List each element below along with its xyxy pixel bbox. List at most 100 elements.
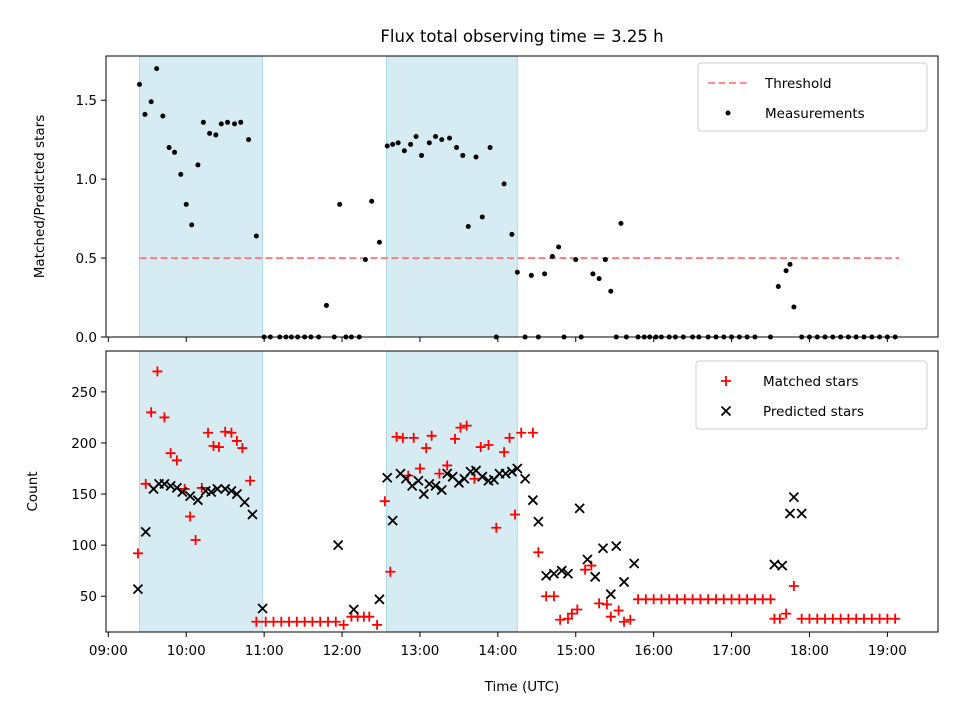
top-axes-frame — [105, 55, 939, 338]
bottom-predicted-stars-point — [177, 486, 188, 498]
bottom-matched-stars-point — [231, 435, 242, 446]
bottom-predicted-stars-point — [574, 503, 585, 514]
bottom-predicted-stars-point — [512, 463, 523, 474]
bottom-predicted-stars-point — [477, 471, 488, 482]
bottom-matched-stars-point — [890, 613, 901, 624]
top-measurements-point — [337, 201, 343, 207]
bottom-predicted-stars-point — [556, 565, 567, 576]
legend-label: Matched stars — [763, 374, 859, 390]
top-measurements-point — [160, 113, 166, 119]
bottom-predicted-stars-point — [192, 495, 204, 506]
top-measurements-point — [195, 162, 201, 168]
bottom-predicted-stars-point — [247, 509, 258, 520]
bottom-matched-stars-point — [140, 478, 151, 489]
bottom-predicted-stars-point — [784, 508, 796, 519]
top-measurements-point — [166, 145, 172, 151]
bottom-y-axis-label: Count — [25, 471, 41, 511]
bottom-matched-stars-point — [504, 432, 515, 443]
bottom-matched-stars-point — [572, 604, 583, 615]
bottom-predicted-stars-point — [231, 488, 243, 500]
bottom-matched-stars-point — [213, 442, 224, 453]
top-measurements-point — [246, 137, 252, 143]
bottom-matched-stars-point — [208, 441, 219, 452]
top-measurements-point — [791, 304, 797, 310]
x-tick-label: 11:00 — [245, 643, 284, 659]
bottom-matched-stars-point — [220, 426, 231, 437]
bottom-matched-stars-point — [226, 427, 237, 438]
top-measurements-point — [608, 288, 614, 294]
top-measurements-point — [232, 121, 238, 127]
bottom-predicted-stars-point — [436, 484, 447, 496]
x-tick-label: 14:00 — [478, 643, 517, 659]
bottom-predicted-stars-point — [541, 570, 552, 581]
bottom-predicted-stars-point — [527, 495, 539, 506]
bottom-predicted-stars-point — [442, 468, 453, 479]
top-measurements-point — [542, 271, 548, 277]
bottom-predicted-stars-point — [796, 508, 807, 519]
bottom-matched-stars-point — [555, 614, 566, 625]
bottom-matched-stars-point — [421, 443, 432, 454]
legend-swatch — [725, 110, 731, 116]
x-tick-label: 16:00 — [634, 643, 673, 659]
bottom-predicted-stars-point — [430, 480, 441, 492]
top-measurements-point — [590, 271, 596, 277]
top-measurements-point — [154, 66, 160, 72]
bottom-predicted-stars-point — [506, 466, 518, 477]
bottom-matched-stars-point — [455, 422, 466, 433]
bottom-predicted-stars-point — [140, 526, 151, 537]
bottom-matched-stars-point — [190, 535, 201, 546]
bottom-predicted-stars-point — [548, 568, 560, 579]
bottom-matched-stars-point — [605, 611, 616, 622]
top-measurements-point — [549, 253, 555, 259]
bottom-matched-stars-point — [491, 522, 502, 533]
bottom-matched-stars-point — [580, 564, 591, 575]
bottom-predicted-stars-point — [413, 475, 424, 486]
bottom-predicted-stars-point — [582, 554, 593, 565]
bottom-matched-stars-point — [533, 547, 544, 558]
top-measurements-point — [395, 140, 401, 146]
bottom-predicted-stars-point — [257, 603, 268, 614]
bottom-y-tick-label: 200 — [71, 436, 97, 452]
bottom-y-tick-label: 150 — [71, 487, 97, 503]
bottom-y-tick-label: 50 — [80, 589, 97, 605]
bottom-matched-stars-point — [171, 455, 182, 466]
bottom-predicted-stars-point — [374, 594, 385, 605]
top-measurements-point — [413, 134, 419, 140]
bottom-matched-stars-point — [601, 599, 612, 610]
bottom-matched-stars-point — [774, 613, 785, 624]
bottom-predicted-stars-point — [348, 604, 359, 615]
top-measurements-point — [419, 152, 425, 158]
bottom-predicted-stars-point — [777, 560, 788, 571]
bottom-matched-stars-point — [527, 427, 538, 438]
top-measurements-point — [238, 119, 244, 125]
top-y-tick-label: 0.5 — [76, 251, 97, 267]
bottom-predicted-stars-point — [605, 589, 616, 600]
top-measurements-point — [501, 181, 507, 187]
bottom-predicted-stars-point — [239, 497, 250, 508]
top-measurements-point — [213, 132, 219, 138]
bottom-predicted-stars-point — [424, 478, 435, 489]
bottom-matched-stars-point — [408, 432, 419, 443]
legend-label: Predicted stars — [763, 404, 864, 420]
bottom-axes-frame — [105, 350, 939, 633]
bottom-predicted-stars-point — [220, 483, 231, 495]
bottom-matched-stars-point — [516, 427, 527, 438]
bottom-matched-stars-point — [461, 420, 472, 431]
legend-label: Measurements — [765, 106, 865, 122]
bottom-matched-stars-point — [245, 475, 256, 486]
x-tick-label: 12:00 — [323, 643, 362, 659]
bottom-matched-stars-point — [765, 594, 776, 605]
top-measurements-point — [528, 272, 534, 278]
top-measurements-point — [596, 276, 602, 282]
bottom-predicted-stars-point — [132, 583, 144, 595]
bottom-matched-stars-point — [562, 613, 573, 624]
bottom-matched-stars-point — [132, 548, 143, 559]
top-measurements-point — [426, 140, 432, 146]
x-tick-label: 09:00 — [89, 643, 128, 659]
top-measurements-point — [218, 121, 224, 127]
top-measurements-point — [556, 244, 562, 250]
bottom-predicted-stars-point — [226, 485, 237, 497]
bottom-matched-stars-point — [781, 608, 792, 619]
top-measurements-point — [618, 220, 624, 226]
